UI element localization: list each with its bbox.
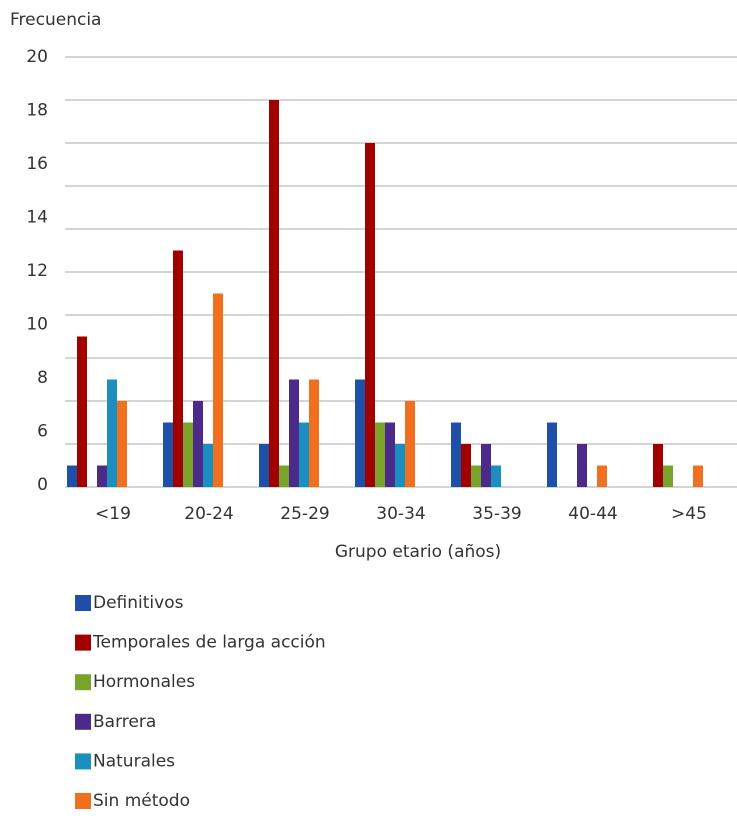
bar — [471, 465, 481, 487]
bar — [213, 293, 223, 487]
bar — [461, 444, 471, 487]
bar — [107, 379, 117, 487]
x-tick-label: 30-34 — [376, 504, 425, 524]
legend-label: Hormonales — [93, 672, 195, 692]
y-tick-label: 12 — [26, 261, 48, 281]
y-tick-label: 6 — [37, 422, 48, 442]
y-tick-label: 0 — [37, 475, 48, 495]
legend-label: Definitivos — [93, 593, 184, 613]
y-tick-label: 18 — [26, 101, 48, 121]
x-tick-label: 25-29 — [280, 504, 329, 524]
bar — [375, 422, 385, 487]
bar — [97, 465, 107, 487]
bar — [77, 336, 87, 487]
bar — [163, 422, 173, 487]
legend-label: Barrera — [93, 712, 156, 732]
x-tick-label: 20-24 — [184, 504, 233, 524]
bar — [597, 465, 607, 487]
legend-swatch — [75, 713, 91, 730]
bar — [183, 422, 193, 487]
bar — [491, 465, 501, 487]
bar — [173, 250, 183, 487]
bar — [203, 444, 213, 487]
bar — [193, 401, 203, 487]
bar — [693, 465, 703, 487]
legend-label: Temporales de larga acción — [92, 633, 326, 653]
bar — [365, 143, 375, 487]
bar — [451, 422, 461, 487]
bar — [577, 444, 587, 487]
y-tick-label: 20 — [26, 47, 48, 67]
x-tick-label: 35-39 — [472, 504, 521, 524]
y-tick-label: 8 — [37, 368, 48, 388]
bar — [481, 444, 491, 487]
x-tick-label: 40-44 — [568, 504, 617, 524]
x-axis-title: Grupo etario (años) — [335, 542, 501, 562]
y-tick-label: 10 — [26, 315, 48, 335]
x-tick-label: <19 — [95, 504, 131, 524]
legend-swatch — [75, 674, 91, 691]
y-tick-label: 16 — [26, 154, 48, 174]
y-axis-title: Frecuencia — [10, 10, 101, 30]
y-tick-label: 14 — [26, 208, 48, 228]
bar — [395, 444, 405, 487]
bar — [309, 379, 319, 487]
bar — [259, 444, 269, 487]
bar — [547, 422, 557, 487]
legend-swatch — [75, 634, 91, 651]
bar — [279, 465, 289, 487]
bar — [67, 465, 77, 487]
legend-swatch — [75, 595, 91, 611]
bar — [405, 401, 415, 487]
bar — [355, 379, 365, 487]
x-tick-label: >45 — [671, 504, 707, 524]
legend-label: Naturales — [93, 751, 175, 771]
bar — [663, 465, 673, 487]
bar — [289, 379, 299, 487]
bar — [299, 422, 309, 487]
legend-swatch — [75, 753, 91, 770]
bar — [653, 444, 663, 487]
bar — [269, 100, 279, 487]
legend-label: Sin método — [93, 791, 190, 811]
bar — [117, 401, 127, 487]
bar — [385, 422, 395, 487]
legend-swatch — [75, 793, 91, 809]
